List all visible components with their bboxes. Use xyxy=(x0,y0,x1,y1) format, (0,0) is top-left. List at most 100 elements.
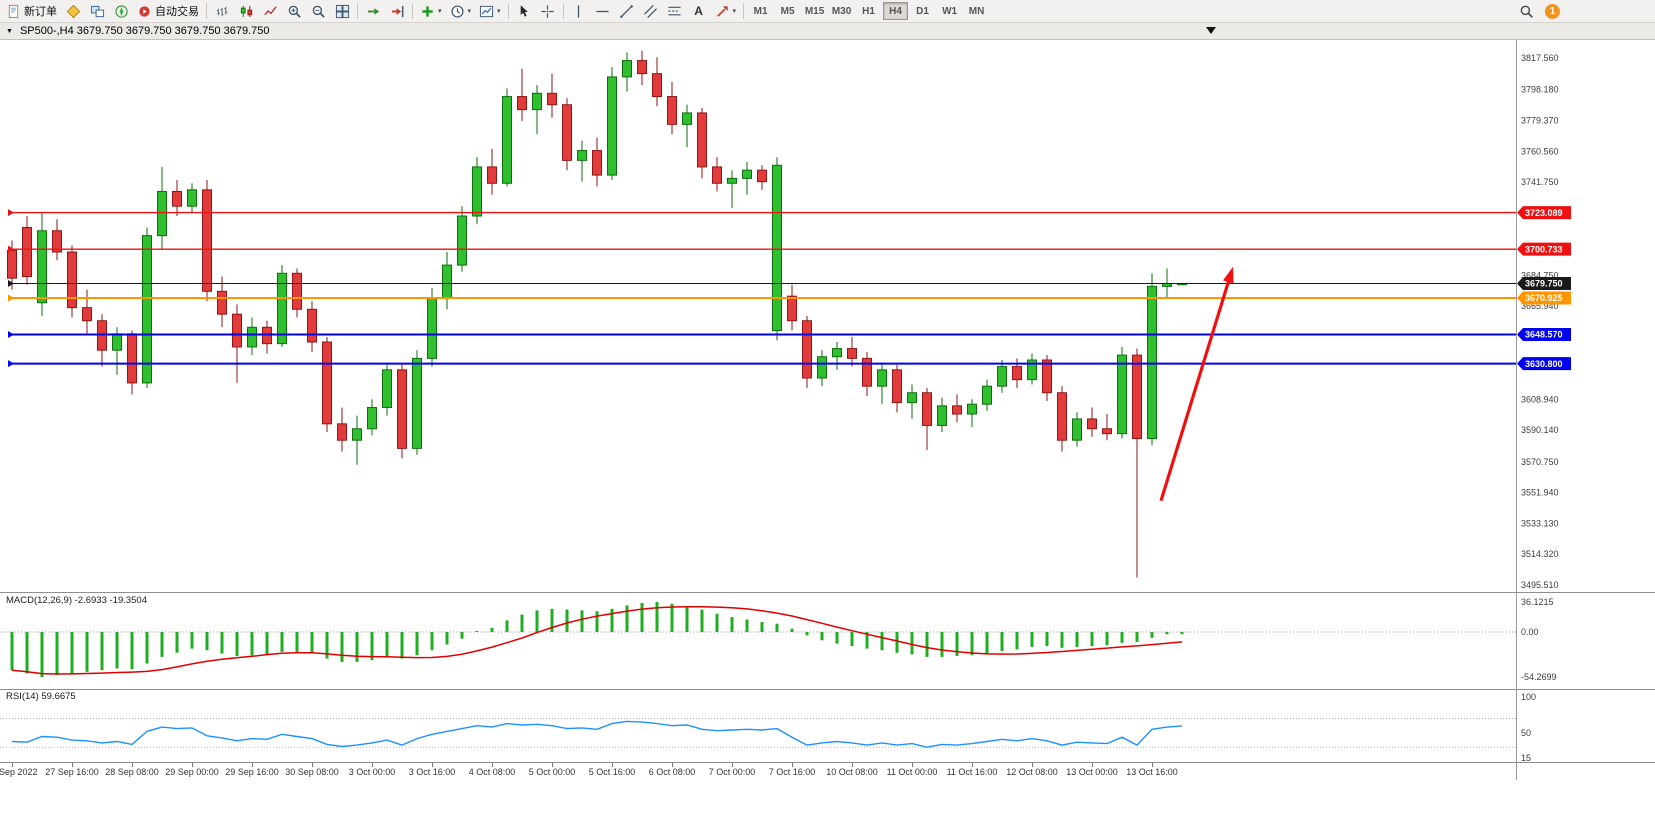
timeframe-h1[interactable]: H1 xyxy=(856,2,881,20)
fibonacci-button[interactable] xyxy=(663,1,687,21)
time-axis-tick xyxy=(612,763,613,767)
main-chart[interactable]: 3817.560 3798.180 3779.370 3760.560 3741.750… xyxy=(0,40,1655,592)
macd-histogram-bar xyxy=(670,603,674,632)
candle-body xyxy=(727,177,737,184)
timeframe-m5[interactable]: M5 xyxy=(775,2,800,20)
candle-body xyxy=(622,60,632,78)
auto-scroll-button[interactable] xyxy=(361,1,385,21)
time-axis[interactable]: 27 Sep 2022 27 Sep 16:00 28 Sep 08:00 29 Se… xyxy=(0,762,1655,780)
macd-histogram-bar xyxy=(490,627,494,632)
tile-windows-button[interactable] xyxy=(330,1,354,21)
chart-menu-icon[interactable]: ▼ xyxy=(6,27,13,35)
search-icon xyxy=(1520,5,1533,18)
chart-shift-button[interactable] xyxy=(385,1,409,21)
candle-body xyxy=(1147,285,1157,440)
trendline-button[interactable] xyxy=(615,1,639,21)
macd-histogram-bar xyxy=(760,622,764,632)
macd-histogram-bar xyxy=(610,608,614,632)
horizontal-line-button[interactable] xyxy=(591,1,615,21)
line-chart-button[interactable] xyxy=(258,1,282,21)
candle-body xyxy=(712,166,722,184)
indicators-button[interactable]: ▾ xyxy=(416,1,446,21)
price-axis-label: 3684.750 xyxy=(1521,270,1559,280)
periods-button[interactable]: ▾ xyxy=(446,1,476,21)
macd-histogram-bar xyxy=(40,632,44,678)
macd-histogram-bar xyxy=(1165,632,1169,635)
new-order-button[interactable]: 新订单 xyxy=(2,1,61,21)
timeframe-h4[interactable]: H4 xyxy=(883,2,909,20)
navigator-button[interactable] xyxy=(109,1,133,21)
rsi-scale-label: 100 xyxy=(1521,692,1536,702)
macd-histogram-bar xyxy=(685,606,689,632)
candle-body xyxy=(292,272,302,310)
price-level-badge-label: 3670.925 xyxy=(1525,293,1563,303)
macd-histogram-bar xyxy=(340,632,344,662)
macd-histogram-bar xyxy=(10,632,14,671)
metaeditor-button[interactable] xyxy=(61,1,85,21)
timeframe-m1[interactable]: M1 xyxy=(748,2,773,20)
macd-pane[interactable]: 36.1215 0.00 -54.2699 xyxy=(0,592,1655,689)
cursor-button[interactable] xyxy=(512,1,536,21)
chart-shift-marker[interactable] xyxy=(1206,27,1216,34)
price-axis-label: 3533.130 xyxy=(1521,518,1559,528)
macd-histogram-bar xyxy=(1180,632,1184,635)
rsi-title: RSI(14) xyxy=(6,691,39,702)
metaeditor-icon xyxy=(66,4,80,18)
price-level-badge-label: 3630.800 xyxy=(1525,359,1563,369)
macd-histogram-bar xyxy=(775,623,779,632)
channel-button[interactable] xyxy=(639,1,663,21)
timeframe-d1[interactable]: D1 xyxy=(910,2,935,20)
timeframe-w1[interactable]: W1 xyxy=(937,2,962,20)
level-left-marker xyxy=(8,209,14,217)
toolbar-separator xyxy=(743,3,745,19)
candle-body xyxy=(127,333,137,384)
time-axis-tick xyxy=(1092,763,1093,767)
rsi-label: RSI(14) 59.6675 xyxy=(6,691,76,702)
macd-histogram-bar xyxy=(295,632,299,652)
arrows-tool-button[interactable]: ▾ xyxy=(711,1,741,21)
candle-body xyxy=(697,112,707,168)
text-tool-button[interactable]: A xyxy=(687,1,711,21)
notification-badge[interactable]: 1 xyxy=(1545,3,1560,19)
time-axis-label: 11 Oct 00:00 xyxy=(886,767,938,777)
macd-histogram-bar xyxy=(715,613,719,632)
bar-chart-button[interactable] xyxy=(210,1,234,21)
time-axis-tick xyxy=(252,763,253,767)
rsi-pane[interactable]: 100 50 15 xyxy=(0,689,1655,762)
candlestick-chart-button[interactable] xyxy=(234,1,258,21)
templates-button[interactable]: ▾ xyxy=(475,1,505,21)
horizontal-line-icon xyxy=(596,10,609,12)
candle-body xyxy=(802,320,812,379)
zoom-in-button[interactable] xyxy=(282,1,306,21)
zoom-out-button[interactable] xyxy=(306,1,330,21)
time-axis-label: 10 Oct 08:00 xyxy=(826,767,878,777)
macd-histogram-bar xyxy=(370,632,374,661)
level-left-marker xyxy=(8,280,14,288)
candle-body xyxy=(217,290,227,315)
level-left-marker xyxy=(8,360,14,368)
time-axis-label: 3 Oct 16:00 xyxy=(408,767,456,777)
new-order-icon xyxy=(8,4,19,18)
macd-histogram-bar xyxy=(880,632,884,651)
timeframe-m15[interactable]: M15 xyxy=(802,2,827,20)
time-axis-tick xyxy=(792,763,793,767)
price-axis-label: 3760.560 xyxy=(1521,146,1559,156)
timeframe-m30[interactable]: M30 xyxy=(829,2,854,20)
candle-body xyxy=(67,251,77,309)
candle-body xyxy=(412,357,422,449)
vertical-line-button[interactable] xyxy=(567,1,591,21)
autotrading-button[interactable]: 自动交易 xyxy=(133,1,203,21)
chart-title: SP500-,H4 3679.750 3679.750 3679.750 367… xyxy=(19,25,270,37)
dropdown-caret: ▾ xyxy=(467,7,472,15)
trendline-icon xyxy=(620,4,633,18)
macd-histogram-bar xyxy=(280,632,284,652)
search-button[interactable] xyxy=(1514,1,1538,21)
crosshair-button[interactable] xyxy=(536,1,560,21)
macd-histogram-bar xyxy=(1030,632,1034,647)
chart-title-strip: ▼ SP500-,H4 3679.750 3679.750 3679.750 3… xyxy=(0,23,1655,40)
tile-windows-icon xyxy=(335,4,349,18)
macd-histogram-bar xyxy=(415,632,419,656)
market-watch-button[interactable] xyxy=(85,1,109,21)
macd-histogram-bar xyxy=(1075,632,1079,647)
timeframe-mn[interactable]: MN xyxy=(964,2,989,20)
